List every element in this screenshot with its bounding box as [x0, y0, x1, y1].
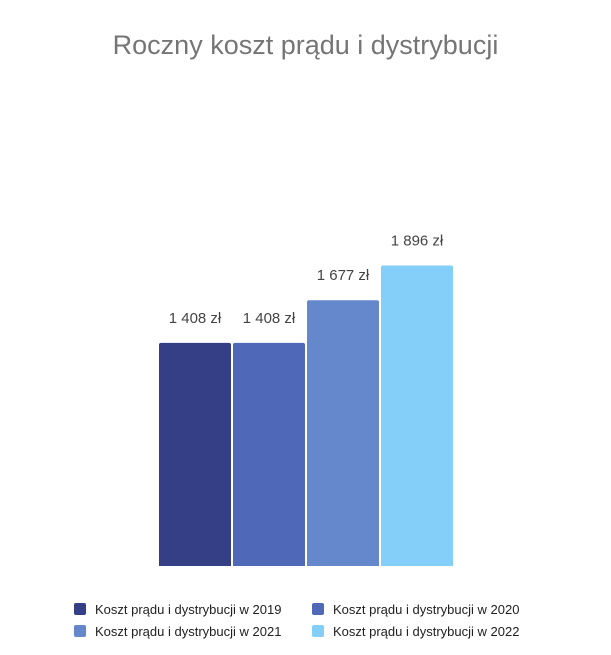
- legend-label: Koszt prądu i dystrybucji w 2019: [95, 601, 282, 617]
- legend-swatch: [74, 625, 86, 637]
- legend-swatch: [312, 603, 324, 615]
- legend-item: Koszt prądu i dystrybucji w 2021: [74, 624, 312, 639]
- data-label: 1 896 zł: [391, 232, 444, 249]
- legend-item: Koszt prądu i dystrybucji w 2020: [312, 602, 550, 617]
- data-label: 1 408 zł: [243, 310, 296, 327]
- chart-title: Roczny koszt prądu i dystrybucji: [112, 30, 499, 60]
- data-label: 1 677 zł: [317, 267, 370, 284]
- legend-swatch: [312, 625, 324, 637]
- legend-label: Koszt prądu i dystrybucji w 2020: [333, 601, 520, 617]
- legend-item: Koszt prądu i dystrybucji w 2022: [312, 624, 550, 639]
- legend-label: Koszt prądu i dystrybucji w 2021: [95, 623, 282, 639]
- legend-swatch: [74, 603, 86, 615]
- bar: [233, 342, 305, 566]
- chart-legend: Koszt prądu i dystrybucji w 2019 Koszt p…: [74, 598, 574, 642]
- data-label: 1 408 zł: [169, 310, 222, 327]
- legend-item: Koszt prądu i dystrybucji w 2019: [74, 602, 312, 617]
- bar: [307, 300, 379, 566]
- legend-label: Koszt prądu i dystrybucji w 2022: [333, 623, 520, 639]
- bar: [159, 342, 231, 566]
- bar: [381, 265, 453, 566]
